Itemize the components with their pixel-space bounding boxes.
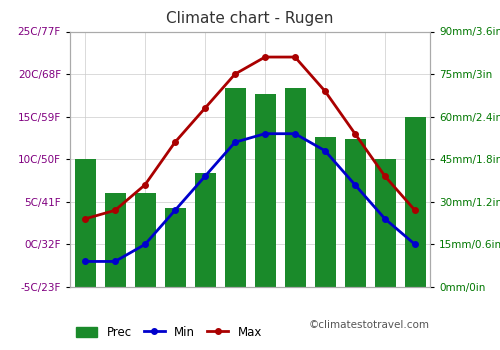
Text: ©climatestotravel.com: ©climatestotravel.com — [309, 320, 430, 330]
Bar — [404, 117, 425, 287]
Bar — [74, 159, 96, 287]
Bar — [134, 193, 156, 287]
Bar — [314, 136, 336, 287]
Title: Climate chart - Rugen: Climate chart - Rugen — [166, 11, 334, 26]
Bar — [374, 159, 396, 287]
Bar — [284, 88, 306, 287]
Legend: Prec, Min, Max: Prec, Min, Max — [76, 326, 262, 339]
Bar — [194, 174, 216, 287]
Bar — [344, 139, 366, 287]
Bar — [104, 193, 126, 287]
Bar — [164, 208, 186, 287]
Bar — [254, 94, 276, 287]
Bar — [224, 88, 246, 287]
